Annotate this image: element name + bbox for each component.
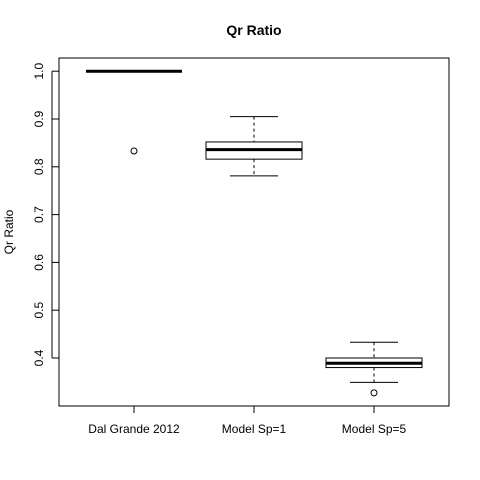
box-1 <box>205 116 303 177</box>
outlier-0-0 <box>130 147 138 155</box>
y-tick-label-4: 0.8 <box>32 158 46 175</box>
box-group <box>86 69 423 397</box>
box-0 <box>86 69 182 155</box>
x-tick-label-0: Dal Grande 2012 <box>88 422 180 436</box>
box-2 <box>325 341 423 397</box>
x-tick-label-1: Model Sp=1 <box>222 422 287 436</box>
x-axis: Dal Grande 2012 Model Sp=1 Model Sp=5 <box>88 405 407 436</box>
y-axis-label: Qr Ratio <box>2 209 16 254</box>
y-tick-label-2: 0.6 <box>32 254 46 271</box>
y-tick-label-5: 0.9 <box>32 110 46 127</box>
y-axis: 0.4 0.5 0.6 0.7 0.8 0.9 1.0 <box>32 63 59 366</box>
chart-title: Qr Ratio <box>226 22 281 38</box>
y-tick-label-6: 1.0 <box>32 63 46 80</box>
y-tick-label-1: 0.5 <box>32 302 46 319</box>
x-tick-label-2: Model Sp=5 <box>342 422 407 436</box>
y-tick-label-3: 0.7 <box>32 206 46 223</box>
plot-frame <box>58 57 450 407</box>
y-tick-label-0: 0.4 <box>32 349 46 366</box>
outlier-2-0 <box>370 389 378 397</box>
